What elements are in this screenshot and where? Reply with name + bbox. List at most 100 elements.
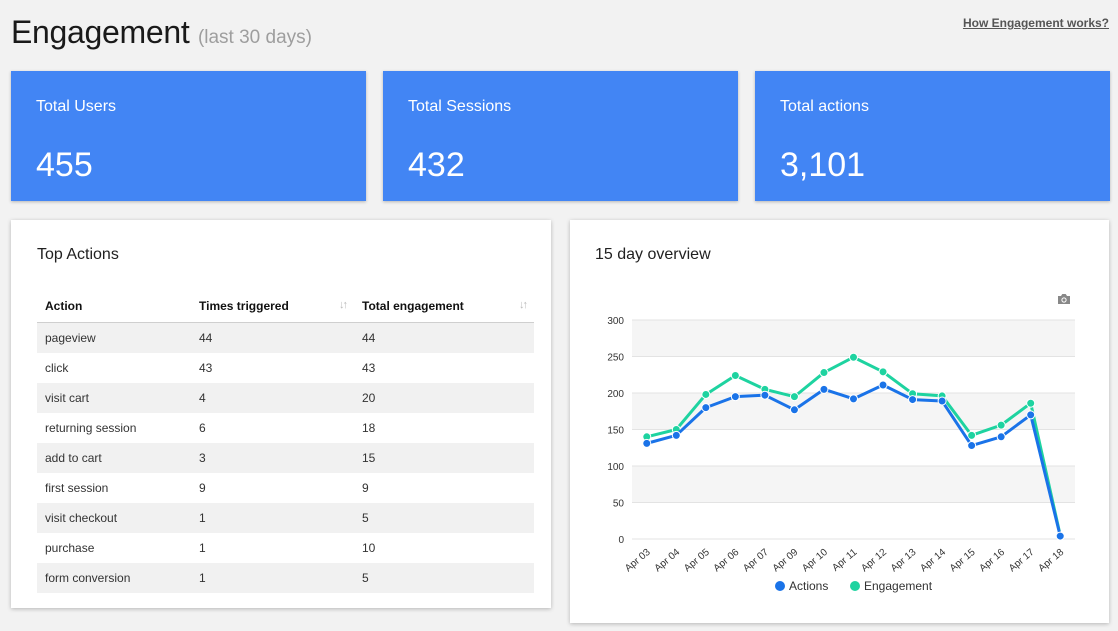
table-row: visit cart 4 20 [37,383,534,413]
stat-value: 455 [36,146,93,184]
stat-label: Total Sessions [408,98,512,115]
total-sessions-card: Total Sessions 432 [383,71,738,201]
series-line-engagement [646,355,1062,536]
x-tick-label: Apr 07 [741,547,771,575]
data-point-actions [730,392,740,402]
total-engagement-cell: 44 [354,322,534,353]
action-cell: returning session [45,421,137,435]
y-tick-label: 100 [607,462,624,473]
x-tick-label: Apr 09 [771,547,801,575]
y-tick-label: 250 [607,353,624,364]
data-point-actions [701,403,711,413]
x-tick-label: Apr 05 [682,547,712,575]
sort-icon[interactable]: ↓↑ [339,299,348,311]
data-point-actions [996,432,1006,442]
action-cell: pageview [37,322,191,353]
action-cell: visit cart [37,383,191,413]
y-tick-label: 200 [607,389,624,400]
overview-panel: 15 day overview 0 50 100 150 200 250 300 Apr 03… [570,220,1109,623]
x-tick-label: Apr 03 [623,547,653,575]
times-triggered-cell: 4 [191,383,354,413]
total-engagement-cell: 15 [354,443,534,473]
data-point-actions [967,441,977,451]
legend-marker [775,581,785,591]
action-cell: purchase [45,541,95,555]
stat-value: 3,101 [780,146,866,184]
x-tick-label: Apr 13 [889,547,919,575]
times-triggered-cell: 43 [199,361,213,375]
action-cell: form conversion [37,563,191,593]
total-engagement-cell: 20 [354,383,534,413]
action-cell: visit checkout [37,503,191,533]
sort-icon[interactable]: ↓↑ [519,299,528,311]
page-header: Engagement (last 30 days) [11,14,312,58]
data-point-engagement [996,420,1006,430]
table-row: returning session 6 18 [37,413,534,443]
legend-label: Actions [789,579,828,593]
total-engagement-cell: 18 [362,421,376,435]
table-row: purchase 1 10 [37,533,534,563]
data-point-actions [1026,410,1036,420]
data-point-engagement [789,392,799,402]
times-triggered-cell: 1 [191,563,354,593]
x-tick-label: Apr 11 [830,547,859,574]
total-users-card: Total Users 455 [11,71,366,201]
times-triggered-cell: 1 [191,503,354,533]
legend-marker [850,581,860,591]
top-actions-panel: Top Actions Action Times triggered ↓↑ Tot… [11,220,551,608]
data-point-actions [819,384,829,394]
legend-label: Engagement [864,579,933,593]
x-tick-label: Apr 16 [977,547,1007,575]
panel-title: 15 day overview [595,246,711,263]
action-cell: first session [45,481,109,495]
x-tick-label: Apr 06 [712,547,742,575]
total-actions-card: Total actions 3,101 [755,71,1110,201]
times-triggered-cell: 6 [199,421,206,435]
data-point-actions [760,390,770,400]
column-header-times-triggered[interactable]: Times triggered ↓↑ [191,290,354,323]
camera-icon[interactable] [1057,293,1071,305]
column-header-total-engagement[interactable]: Total engagement ↓↑ [354,290,534,323]
data-point-engagement [819,368,829,378]
data-point-engagement [967,430,977,440]
top-actions-table: Action Times triggered ↓↑ Total engagemen… [37,290,534,593]
y-tick-label: 150 [607,426,624,437]
y-tick-label: 50 [613,499,625,510]
table-row: pageview 44 44 [37,322,534,353]
data-point-actions [789,405,799,415]
page-subtitle: (last 30 days) [197,27,312,48]
grid-band [632,466,1075,503]
stat-value: 432 [408,146,465,184]
x-tick-label: Apr 18 [1037,547,1067,575]
x-tick-label: Apr 17 [1007,547,1037,575]
times-triggered-cell: 44 [191,322,354,353]
data-point-actions [1055,531,1065,541]
table-row: form conversion 1 5 [37,563,534,593]
x-tick-label: Apr 14 [918,547,948,575]
y-tick-label: 0 [618,535,624,546]
total-engagement-cell: 43 [362,361,376,375]
data-point-actions [849,394,858,404]
table-row: click 43 43 [37,353,534,383]
column-header-action[interactable]: Action [37,290,191,323]
how-engagement-works-link[interactable]: How Engagement works? [962,16,1109,30]
stat-label: Total actions [780,98,869,115]
page-title: Engagement [11,14,190,50]
data-point-engagement [730,370,740,380]
data-point-actions [642,438,652,448]
total-engagement-cell: 10 [362,541,376,555]
x-tick-label: Apr 04 [653,547,683,575]
action-cell: add to cart [37,443,191,473]
panel-title: Top Actions [37,246,119,263]
table-row: visit checkout 1 5 [37,503,534,533]
table-row: first session 9 9 [37,473,534,503]
x-tick-label: Apr 12 [859,547,889,575]
data-point-actions [671,430,681,440]
times-triggered-cell: 9 [199,481,206,495]
data-point-engagement [849,352,858,362]
grid-band [632,320,1075,357]
y-tick-label: 300 [607,316,624,327]
data-point-engagement [878,367,888,377]
data-point-actions [878,380,888,390]
total-engagement-cell: 9 [362,481,369,495]
